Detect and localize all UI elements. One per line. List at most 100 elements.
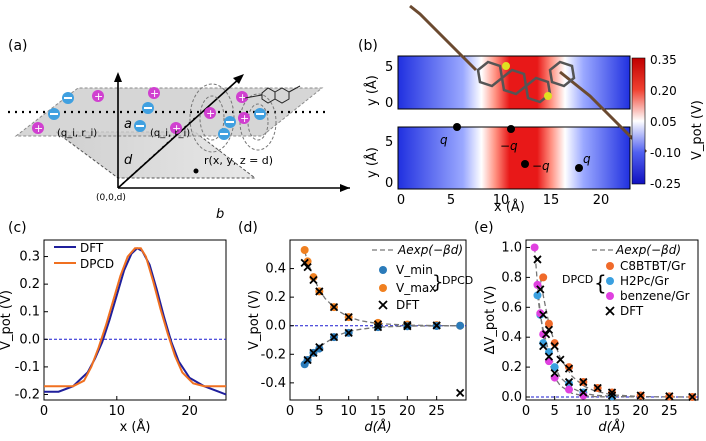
y-tick-label: 0.1: [19, 305, 40, 320]
data-point: [544, 319, 553, 328]
svg-text:0: 0: [397, 193, 405, 208]
dft-point: [593, 383, 602, 393]
y-tick-label: -0.2: [15, 387, 40, 402]
legend-cross: [378, 300, 388, 310]
panel-a-label: (a): [8, 38, 28, 54]
svg-text:0.05: 0.05: [650, 115, 677, 129]
dft-point: [556, 355, 565, 364]
dft-point: [564, 364, 574, 373]
charge-b-4: q: [583, 152, 591, 166]
map-top-frame: [397, 55, 631, 110]
dft-point: [315, 287, 324, 296]
data-point: [539, 273, 548, 282]
svg-text:0.20: 0.20: [650, 84, 677, 98]
x-tick-label: 25: [428, 404, 445, 419]
x-tick-label: 5: [551, 404, 559, 419]
svg-text:-0.25: -0.25: [650, 177, 681, 191]
legend-brace-e: {: [594, 271, 607, 295]
charges-plus: + + + + + + +: [32, 87, 250, 135]
charge-label-left: (q_i, r_i): [57, 128, 97, 139]
x-axis-label: d(Å): [364, 419, 391, 435]
x-axis-label: d(Å): [598, 419, 625, 435]
z-arrow: [114, 72, 122, 82]
dft-point: [550, 342, 559, 351]
panel-b: (b) q −q −q q 5 0 5 0: [358, 4, 705, 215]
dft-point: [309, 275, 318, 285]
data-point: [530, 243, 539, 252]
series-DPCD: [44, 247, 226, 388]
colorbar-label: V_pot (V): [690, 100, 705, 160]
charge-b-1: q: [440, 133, 448, 147]
dft-point: [688, 392, 697, 402]
line-charts: 0 10 20-0.2-0.10.00.10.20.3x (Å)V_pot (V)0…: [0, 239, 699, 435]
svg-text:+: +: [150, 87, 159, 100]
dft-point: [579, 377, 588, 387]
data-point: [533, 291, 542, 300]
data-point: [565, 385, 573, 394]
y-tick-label: 0.4: [501, 330, 522, 345]
dft-point: [536, 285, 545, 294]
legend-fit-e-label: Aexp(−βd): [615, 243, 681, 257]
dft-point: [541, 330, 551, 339]
x-tick-label: 5: [315, 404, 323, 419]
dft-point: [303, 355, 312, 365]
legend-brace-d: }: [432, 272, 443, 293]
legend-group-d: DPCD: [442, 274, 473, 287]
dft-point: [403, 320, 412, 330]
map-top: [398, 56, 630, 109]
legend-c8: C8BTBT/Gr: [620, 259, 685, 273]
y-axis-label: ΔV_pot (V): [483, 286, 498, 355]
dft-point: [564, 377, 574, 387]
legend-group-e: DPCD: [562, 273, 593, 286]
legend-vmin-dot: [379, 266, 387, 274]
plot-frame: [43, 239, 227, 401]
dft-point: [344, 328, 353, 337]
molecule-sketch: [244, 85, 301, 104]
svg-text:5: 5: [385, 135, 393, 150]
dft-point: [432, 321, 441, 330]
origin-label: (0,0,d): [96, 193, 126, 203]
y-tick-label: 1.0: [501, 240, 522, 255]
y-tick-label: 0.0: [19, 332, 40, 347]
svg-text:5: 5: [385, 60, 393, 75]
x-tick-label: 0: [522, 404, 530, 419]
legend-vmax: V_max: [396, 281, 436, 295]
legend-dft-e: DFT: [620, 304, 644, 318]
svg-text:+: +: [240, 112, 249, 125]
colorbar: [631, 57, 646, 185]
legend-c8-dot: [606, 262, 614, 270]
legend-h2pc: H2Pc/Gr: [620, 274, 669, 288]
charge-label-mid: (q_i, r_i): [150, 128, 190, 139]
y-tick-label: 0.0: [265, 319, 286, 334]
data-point: [533, 280, 542, 289]
data-point: [565, 363, 573, 372]
fit-curve: [536, 295, 641, 398]
legend-fit-d-label: Aexp(−βd): [397, 243, 463, 257]
axis-d-label: d: [124, 153, 133, 168]
legend-vmax-dot: [379, 284, 387, 292]
dft-point: [329, 333, 339, 342]
sulfur-2: [544, 92, 552, 100]
dft-point: [544, 352, 554, 361]
map-yticks: 5 0 5 0: [385, 60, 393, 191]
svg-text:0.35: 0.35: [650, 53, 677, 67]
axis-b-label: b: [216, 207, 224, 222]
y-axis-label: V_pot (V): [247, 290, 262, 350]
x-tick-label: 20: [181, 404, 198, 419]
dft-point: [579, 388, 588, 397]
y-tick-label: 0.2: [19, 277, 40, 292]
legend-cross: [605, 306, 615, 316]
y-tick-label: -0.4: [261, 376, 286, 391]
y-tick-label: -0.1: [15, 360, 40, 375]
x-arrow: [340, 184, 350, 192]
svg-text:+: +: [206, 107, 215, 120]
x-tick-label: 25: [661, 404, 678, 419]
panel-e-label: (e): [474, 220, 494, 236]
chart-1: 0 5 10 15 20 25 -0.4 -0.2 0.0 0.2 0.4 d(Å) V_pot (V): [247, 239, 467, 435]
x-tick-label: 10: [109, 404, 126, 419]
sulfur-1: [502, 62, 510, 70]
dft-point: [539, 342, 548, 351]
dft-point: [455, 388, 465, 397]
dft-point: [329, 303, 339, 312]
